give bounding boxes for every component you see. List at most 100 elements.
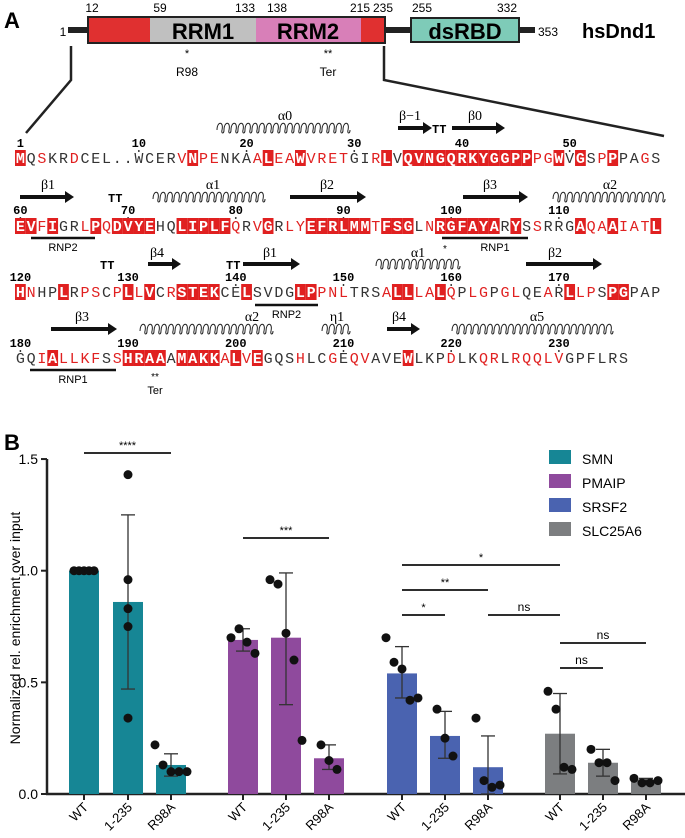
residue: Q — [350, 351, 359, 368]
alpha-helix-coil — [451, 323, 614, 335]
residue: Q — [102, 219, 111, 236]
conserved-box — [456, 218, 468, 234]
residue: Q — [27, 351, 36, 368]
conserved-box — [111, 218, 123, 234]
conserved-box — [445, 218, 457, 234]
conserved-box — [198, 350, 209, 366]
data-point — [543, 686, 553, 696]
residue: L — [501, 351, 510, 368]
conserved-box — [575, 218, 586, 234]
residue: R — [554, 285, 563, 302]
residue: V — [382, 351, 391, 368]
conserved-box — [187, 284, 199, 300]
residue: L — [80, 219, 89, 236]
conserved-box — [47, 218, 59, 234]
residue: V — [565, 151, 574, 168]
residue: E — [274, 151, 283, 168]
helix-label: α2 — [603, 178, 617, 193]
conserved-box — [58, 284, 69, 300]
strand-label: β2 — [320, 178, 334, 193]
residue: L — [597, 351, 606, 368]
residue: Y — [511, 219, 520, 236]
conserved-box — [176, 350, 188, 366]
residue: N — [188, 151, 197, 168]
conserved-box — [208, 350, 220, 366]
residue: R — [167, 285, 176, 302]
turn-label: TT — [100, 259, 114, 273]
residue: K — [425, 351, 434, 368]
residue: R — [70, 219, 79, 236]
conserved-box — [553, 150, 565, 166]
residue: R — [490, 351, 499, 368]
residue: W — [404, 351, 413, 368]
x-tick-label: WT — [66, 799, 91, 824]
beta-strand-arrowhead — [496, 122, 505, 134]
residue: G — [264, 351, 273, 368]
residue: L — [59, 285, 68, 302]
motif-label: RNP2 — [272, 309, 301, 321]
data-point — [182, 767, 192, 777]
dsrbd-domain — [410, 17, 520, 43]
residue-number: 160 — [440, 271, 462, 285]
residue: A — [425, 285, 434, 302]
residue-number: 100 — [440, 204, 462, 218]
rrm1-domain — [150, 17, 256, 43]
beta-strand-arrowhead — [108, 323, 117, 335]
conserved-box — [90, 218, 102, 234]
residue: R — [274, 219, 283, 236]
residue: K — [468, 151, 477, 168]
residue: L — [210, 219, 219, 236]
data-point — [653, 776, 663, 786]
conserved-box — [391, 218, 403, 234]
residue: S — [651, 151, 660, 168]
domain-diagram: RRM1 RRM2 dsRBD 1 353 hsDnd1 * R98 ** Te… — [25, 16, 665, 138]
data-point — [397, 664, 407, 674]
motif-label: RNP1 — [480, 242, 509, 254]
residue: P — [457, 285, 466, 302]
residue-number: 10 — [132, 137, 146, 151]
residue: E — [145, 219, 154, 236]
residue: D — [113, 219, 122, 236]
significance-label: ns — [518, 600, 531, 614]
start-residue: 1 — [60, 25, 67, 39]
residue-number: 20 — [239, 137, 253, 151]
residue: V — [242, 351, 251, 368]
residue: V — [393, 151, 402, 168]
significance-label: **** — [119, 440, 137, 452]
residue: P — [533, 151, 542, 168]
strand-label: β−1 — [399, 109, 421, 124]
residue: L — [393, 285, 402, 302]
residue: L — [59, 351, 68, 368]
residue: A — [285, 151, 294, 168]
residue: I — [48, 219, 57, 236]
residue-number: 180 — [10, 337, 32, 351]
residue: S — [253, 285, 262, 302]
residue: T — [371, 219, 380, 236]
residue: S — [177, 285, 186, 302]
motif-label: RNP1 — [58, 374, 87, 386]
linker-region — [361, 17, 385, 43]
residue-number: 30 — [347, 137, 361, 151]
data-point — [551, 704, 561, 714]
domain-boundary: 255 — [412, 1, 432, 15]
residue: V — [361, 351, 370, 368]
residue: N — [425, 151, 434, 168]
data-point — [413, 693, 423, 703]
residue: R — [70, 285, 79, 302]
residue: V — [554, 351, 563, 368]
conserved-box — [338, 218, 349, 234]
data-point — [250, 648, 260, 658]
y-axis-label: Normalized rel. enrichment over input — [7, 512, 23, 745]
residue: G — [565, 351, 574, 368]
residue: L — [414, 219, 423, 236]
conserved-box — [391, 284, 403, 300]
alpha-helix-coil — [321, 323, 351, 335]
residue: G — [501, 151, 510, 168]
residue: P — [630, 285, 639, 302]
residue: R — [511, 351, 520, 368]
residue: Y — [134, 219, 143, 236]
helix-label: α2 — [245, 310, 259, 325]
legend-label: SLC25A6 — [582, 523, 642, 539]
residue: P — [307, 285, 316, 302]
residue: L — [651, 219, 660, 236]
